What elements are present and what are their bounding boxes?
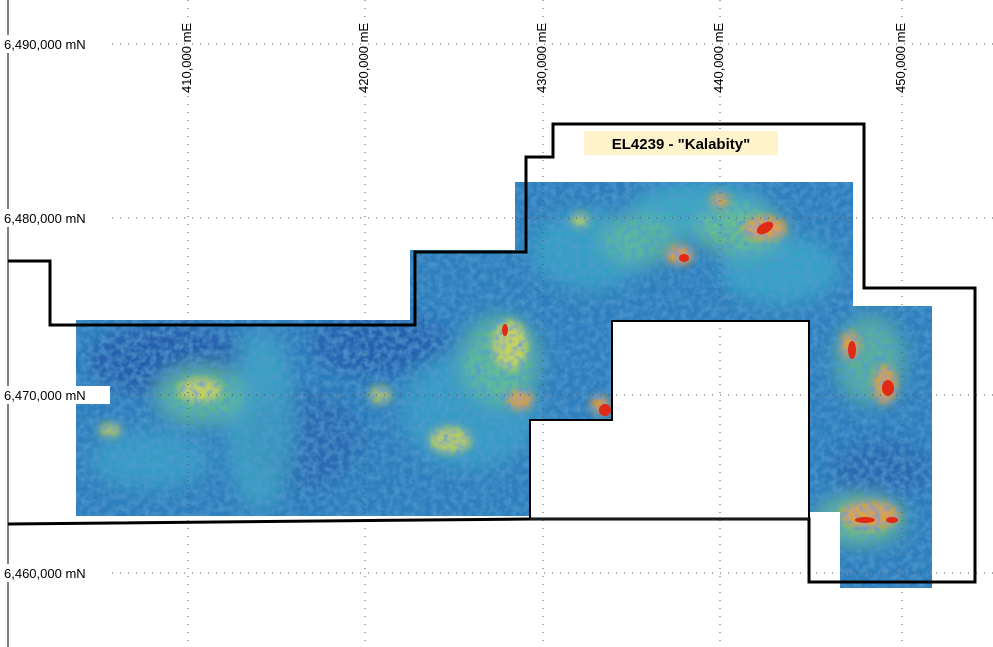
easting-label: 450,000 mE [893, 23, 908, 93]
tenement-boundary [7, 122, 977, 584]
tenement-label-text: EL4239 - "Kalabity" [612, 136, 750, 153]
easting-label: 410,000 mE [179, 23, 194, 93]
northing-labels: 6,490,000 mN 6,480,000 mN 6,470,000 mN 6… [0, 35, 110, 582]
easting-labels: 410,000 mE 420,000 mE 430,000 mE 440,000… [179, 23, 908, 93]
tenement-label-background [584, 131, 778, 155]
northing-label: 6,490,000 mN [4, 37, 86, 52]
northing-label: 6,470,000 mN [4, 388, 86, 403]
northing-label: 6,460,000 mN [4, 566, 86, 581]
anomaly-raster [76, 182, 932, 588]
northing-label: 6,480,000 mN [4, 211, 86, 226]
easting-label: 440,000 mE [711, 23, 726, 93]
tenement-label: EL4239 - "Kalabity" [584, 131, 778, 155]
excluded-area-boundary [529, 320, 810, 519]
easting-label: 420,000 mE [356, 23, 371, 93]
easting-label: 430,000 mE [534, 23, 549, 93]
